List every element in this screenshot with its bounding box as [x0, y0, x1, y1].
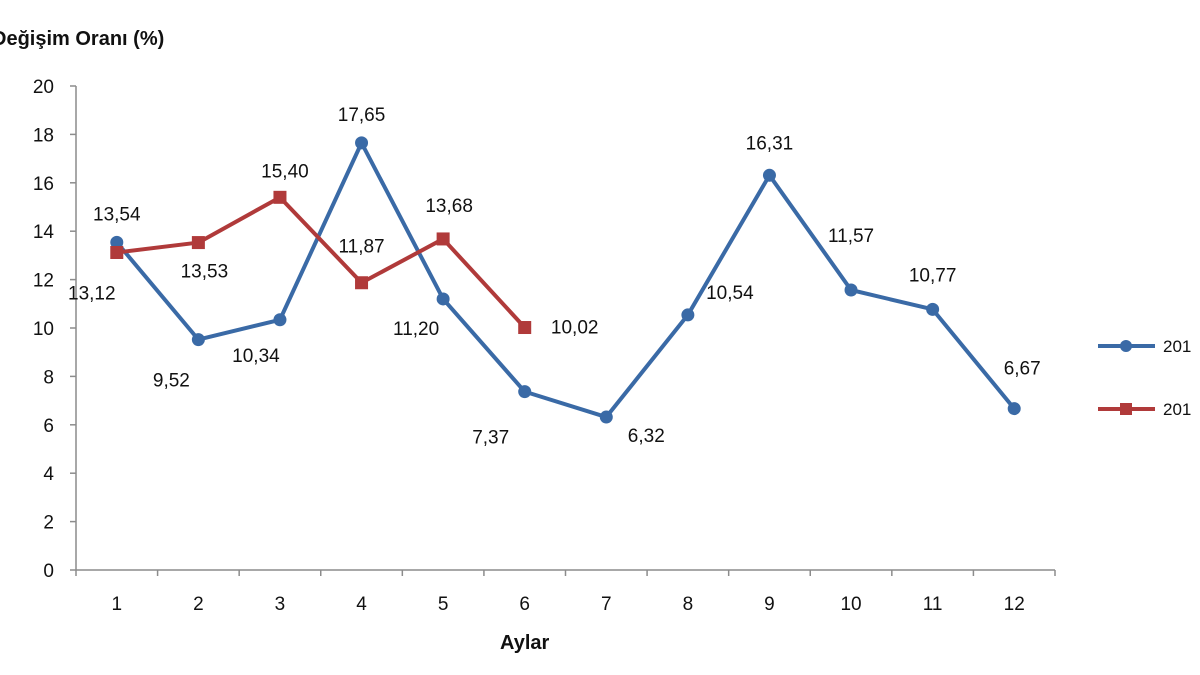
x-tick-label: 5: [438, 594, 449, 615]
x-tick-label: 7: [601, 594, 612, 615]
x-tick-label: 6: [519, 594, 530, 615]
data-label: 10,77: [909, 265, 957, 286]
x-tick-label: 8: [683, 594, 694, 615]
data-label: 6,32: [628, 426, 665, 447]
data-label: 17,65: [338, 105, 386, 126]
data-point: [191, 236, 205, 250]
y-tick-label: 16: [33, 174, 54, 195]
y-tick-label: 2: [43, 513, 54, 534]
data-point: [926, 302, 940, 316]
legend-label: 201: [1163, 400, 1191, 419]
data-point: [355, 136, 369, 150]
y-tick-label: 18: [33, 125, 54, 146]
y-tick-label: 6: [43, 416, 54, 437]
data-label: 11,87: [338, 237, 384, 258]
data-label: 10,54: [706, 283, 754, 304]
x-tick-label: 4: [356, 594, 367, 615]
data-label: 13,68: [425, 196, 473, 217]
series-line: [116, 195, 527, 329]
data-point: [436, 232, 450, 246]
data-point: [273, 313, 287, 327]
data-label: 15,40: [261, 161, 309, 182]
x-tick-label: 1: [112, 594, 123, 615]
data-point: [844, 283, 858, 297]
series-line: [115, 140, 1016, 420]
legend-marker: [1120, 403, 1132, 415]
x-tick-label: 3: [275, 594, 286, 615]
data-point: [518, 385, 532, 399]
data-point: [1007, 402, 1021, 416]
data-point: [191, 333, 205, 347]
x-tick-label: 11: [923, 594, 943, 615]
y-tick-label: 14: [33, 222, 55, 243]
y-tick-label: 8: [43, 367, 54, 388]
x-tick-label: 10: [840, 594, 861, 615]
data-point: [110, 235, 124, 249]
data-label: 6,67: [1004, 359, 1041, 380]
x-tick-label: 12: [1004, 594, 1025, 615]
x-tick-label: 2: [193, 594, 204, 615]
legend-marker: [1120, 340, 1132, 352]
y-axis-title: Değişim Oranı (%): [0, 28, 165, 50]
data-label: 10,34: [232, 346, 280, 367]
data-label: 16,31: [746, 133, 794, 154]
data-label: 13,53: [181, 262, 229, 283]
data-label: 7,37: [472, 428, 509, 449]
data-point: [273, 190, 287, 204]
legend-label: 201: [1163, 337, 1191, 356]
data-point: [355, 276, 369, 290]
data-label: 9,52: [153, 371, 190, 392]
y-tick-label: 20: [33, 77, 54, 98]
y-tick-label: 4: [43, 464, 54, 485]
data-label: 11,57: [828, 226, 874, 247]
data-label: 11,20: [393, 319, 439, 340]
y-tick-label: 12: [33, 271, 54, 292]
x-axis-title: Aylar: [500, 632, 550, 654]
y-tick-label: 10: [33, 319, 54, 340]
data-label: 13,54: [93, 204, 141, 225]
data-label: 13,12: [68, 283, 116, 304]
data-point: [110, 245, 124, 259]
data-point: [681, 308, 695, 322]
y-tick-label: 0: [43, 561, 54, 582]
data-point: [518, 321, 532, 335]
data-point: [436, 292, 450, 306]
data-label: 10,02: [551, 318, 599, 339]
x-tick-label: 9: [764, 594, 775, 615]
data-point: [762, 168, 776, 182]
data-point: [599, 410, 613, 424]
